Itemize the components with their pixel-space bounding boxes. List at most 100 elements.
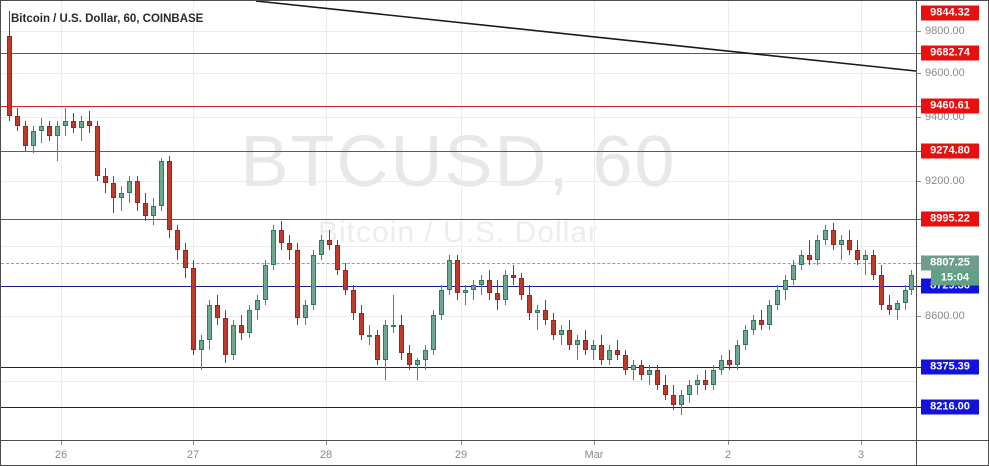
candle-body [175, 230, 180, 251]
candle-wick [897, 300, 898, 321]
candlestick-series[interactable] [1, 1, 916, 440]
candle-body [909, 275, 914, 291]
candle-body [191, 267, 196, 351]
candle-body [679, 395, 684, 406]
candle-body [719, 360, 724, 371]
candle-body [463, 290, 468, 293]
price-level-connector [917, 407, 922, 408]
gridline-vertical [594, 1, 595, 440]
price-tick-mark [917, 181, 921, 182]
resistance-price-label[interactable]: 9460.61 [921, 98, 979, 114]
candle-body [431, 315, 436, 351]
resistance-price-label[interactable]: 9682.74 [921, 45, 979, 61]
time-tick-mark [461, 441, 462, 445]
candle-body [727, 360, 732, 366]
candle-body [575, 340, 580, 346]
gridline-horizontal [1, 381, 916, 382]
time-tick-mark [594, 441, 595, 445]
resistance-price-label[interactable]: 9274.80 [921, 143, 979, 159]
candle-body [159, 160, 164, 206]
resistance-line[interactable] [1, 106, 916, 107]
candle-body [391, 325, 396, 328]
candle-wick [513, 265, 514, 286]
time-axis[interactable]: 26 27 28 29 Mar 2 3 [1, 441, 916, 465]
candle-body [847, 240, 852, 251]
candle-body [447, 260, 452, 291]
candle-body [151, 205, 156, 216]
candle-wick [617, 340, 618, 361]
support-line[interactable] [1, 407, 916, 408]
candle-body [743, 330, 748, 346]
candle-body [7, 35, 12, 116]
time-tick-mark [861, 441, 862, 445]
candle-body [127, 180, 132, 194]
candle-body [655, 370, 660, 386]
candle-body [535, 310, 540, 313]
candle-body [383, 325, 388, 361]
support-line[interactable] [1, 367, 916, 368]
candle-body [783, 280, 788, 291]
candle-body [23, 125, 28, 146]
candle-wick [417, 357, 418, 381]
price-level-connector [917, 151, 922, 152]
candle-body [687, 385, 692, 396]
price-tick-mark [917, 117, 921, 118]
support-price-label[interactable]: 8375.39 [921, 359, 979, 375]
candle-body [495, 292, 500, 301]
candle-body [143, 203, 148, 216]
candle-body [839, 240, 844, 246]
resistance-line[interactable] [1, 151, 916, 152]
gridlines [1, 1, 916, 440]
gridline-horizontal [1, 73, 916, 74]
candle-body [223, 317, 228, 356]
price-tick-label: 9200.00 [925, 175, 965, 187]
candle-wick [369, 325, 370, 346]
candle-body [767, 305, 772, 326]
gridline-vertical [728, 1, 729, 440]
current-price-label[interactable]: 8807.25 [921, 255, 979, 271]
candle-wick [465, 285, 466, 306]
gridline-horizontal [1, 316, 916, 317]
resistance-price-label[interactable]: 8995.22 [921, 211, 979, 227]
candle-body [439, 290, 444, 316]
gridline-horizontal [1, 117, 916, 118]
candle-body [647, 370, 652, 376]
trendline-segment[interactable] [255, 1, 916, 72]
candle-body [199, 340, 204, 351]
candle-body [255, 300, 260, 311]
candle-body [407, 352, 412, 366]
candle-body [239, 325, 244, 333]
candle-body [71, 120, 76, 129]
candle-body [55, 125, 60, 136]
plot-area[interactable]: BTCUSD, 60 Bitcoin / U.S. Dollar Bitcoin… [1, 1, 916, 440]
trendline-descending[interactable] [1, 1, 916, 440]
candle-body [31, 130, 36, 146]
resistance-line[interactable] [1, 219, 916, 220]
resistance-line[interactable] [1, 53, 916, 54]
candle-body [711, 370, 716, 386]
gridline-vertical [61, 1, 62, 440]
candle-body [879, 275, 884, 306]
candle-body [215, 305, 220, 318]
resistance-price-label[interactable]: 9844.32 [921, 5, 979, 21]
candle-wick [865, 250, 866, 276]
candle-body [423, 350, 428, 361]
candle-wick [577, 335, 578, 361]
candle-body [231, 325, 236, 356]
support-price-label[interactable]: 8216.00 [921, 399, 979, 415]
price-level-connector [917, 286, 922, 287]
candle-body [623, 355, 628, 371]
candle-wick [393, 295, 394, 333]
price-axis-separator [916, 0, 917, 466]
candle-body [799, 255, 804, 266]
price-level-connector [917, 367, 922, 368]
price-level-connector [917, 53, 922, 54]
candle-wick [121, 185, 122, 211]
price-tick-mark [917, 31, 921, 32]
price-axis[interactable]: 9800.00 9600.00 9400.00 9200.00 8600.00 9844.… [917, 1, 988, 440]
price-tick-label: 8600.00 [925, 310, 965, 322]
candle-body [599, 345, 604, 361]
time-tick-label: 3 [857, 449, 865, 461]
candle-body [519, 277, 524, 296]
